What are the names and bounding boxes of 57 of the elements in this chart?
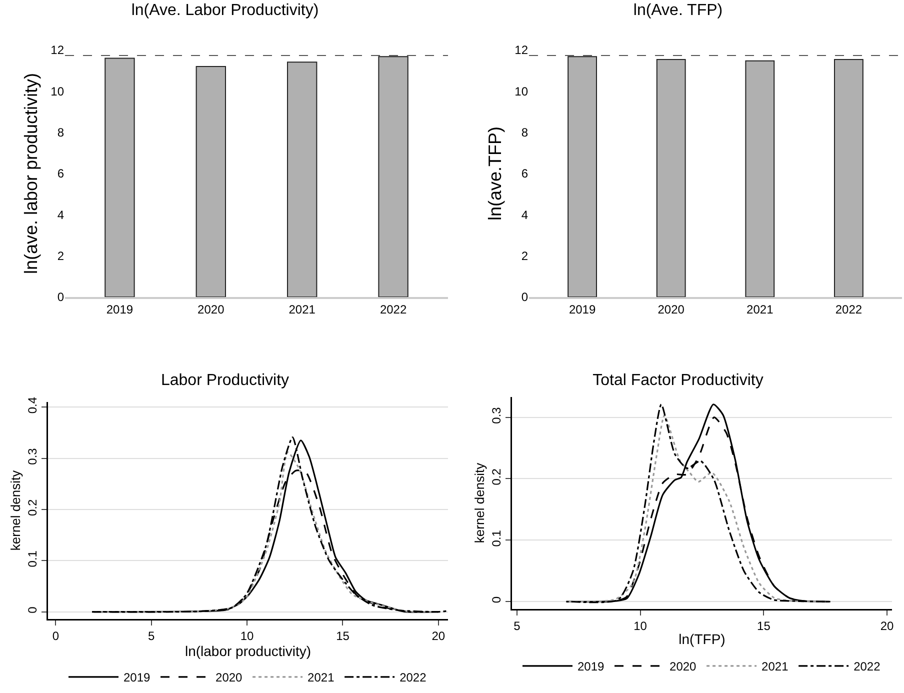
y-tick-label: 0.1 <box>26 550 40 568</box>
y-tick-label: 12 <box>514 43 528 58</box>
y-tick-label: 4 <box>57 208 64 222</box>
x-tick-label: 20 <box>432 628 446 643</box>
y-tick-label: 0.1 <box>490 530 504 547</box>
y-tick-label: 0 <box>57 290 64 304</box>
legend-label: 2022 <box>400 670 427 685</box>
y-tick-label: 0 <box>521 290 528 304</box>
chart-title: ln(Ave. TFP) <box>633 2 723 20</box>
y-axis-title: kernel density <box>8 470 23 551</box>
y-tick-label: 6 <box>521 166 528 181</box>
x-tick-label: 5 <box>514 618 521 633</box>
y-tick-label: 0.3 <box>26 448 40 465</box>
y-tick-label: 10 <box>514 84 528 98</box>
y-axis-title: kernel density <box>472 462 487 544</box>
y-tick-label: 8 <box>521 126 528 140</box>
y-axis-title: ln(ave. labor productivity) <box>20 72 41 274</box>
y-tick-label: 2 <box>521 249 528 264</box>
x-tick-label: 10 <box>634 618 648 633</box>
legend-label: 2019 <box>124 670 151 685</box>
x-tick-label: 20 <box>880 618 894 633</box>
x-tick-label: 10 <box>240 628 254 643</box>
y-axis-title: ln(ave.TFP) <box>484 126 505 221</box>
y-tick-label: 0.2 <box>490 468 504 486</box>
chart-title: ln(Ave. Labor Productivity) <box>131 2 319 20</box>
x-tick-label: 15 <box>336 628 350 643</box>
legend-label: 2021 <box>308 670 335 685</box>
legend-label: 2020 <box>670 660 697 674</box>
y-tick-label: 0.4 <box>26 396 40 414</box>
x-tick-label: 2022 <box>380 302 407 316</box>
x-tick-label: 2019 <box>106 302 134 316</box>
y-tick-label: 0 <box>490 596 504 604</box>
y-tick-label: 2 <box>57 249 64 264</box>
legend-label: 2021 <box>762 660 789 674</box>
x-tick-label: 5 <box>148 628 156 643</box>
chart-title: Total Factor Productivity <box>592 372 764 390</box>
legend-label: 2020 <box>216 670 243 685</box>
x-tick-label: 2019 <box>568 302 596 316</box>
x-axis-title: ln(TFP) <box>678 630 726 647</box>
y-tick-label: 12 <box>50 43 64 58</box>
chart-title: Labor Productivity <box>160 372 290 390</box>
legend-label: 2019 <box>578 660 605 674</box>
x-tick-label: 15 <box>757 618 771 633</box>
x-tick-label: 2021 <box>288 302 316 316</box>
legend-label: 2022 <box>854 660 881 674</box>
y-tick-label: 4 <box>521 208 528 222</box>
x-axis-title: ln(labor productivity) <box>184 642 312 659</box>
y-tick-label: 0 <box>26 606 40 614</box>
y-tick-label: 10 <box>50 84 64 98</box>
y-tick-label: 0.2 <box>26 499 40 516</box>
x-tick-label: 2020 <box>198 302 225 316</box>
x-tick-label: 2022 <box>835 302 862 316</box>
x-tick-label: 2020 <box>658 302 685 316</box>
y-tick-label: 0.3 <box>490 406 504 424</box>
y-tick-label: 8 <box>57 126 64 140</box>
x-tick-label: 2021 <box>746 302 774 316</box>
y-tick-label: 6 <box>57 166 64 181</box>
